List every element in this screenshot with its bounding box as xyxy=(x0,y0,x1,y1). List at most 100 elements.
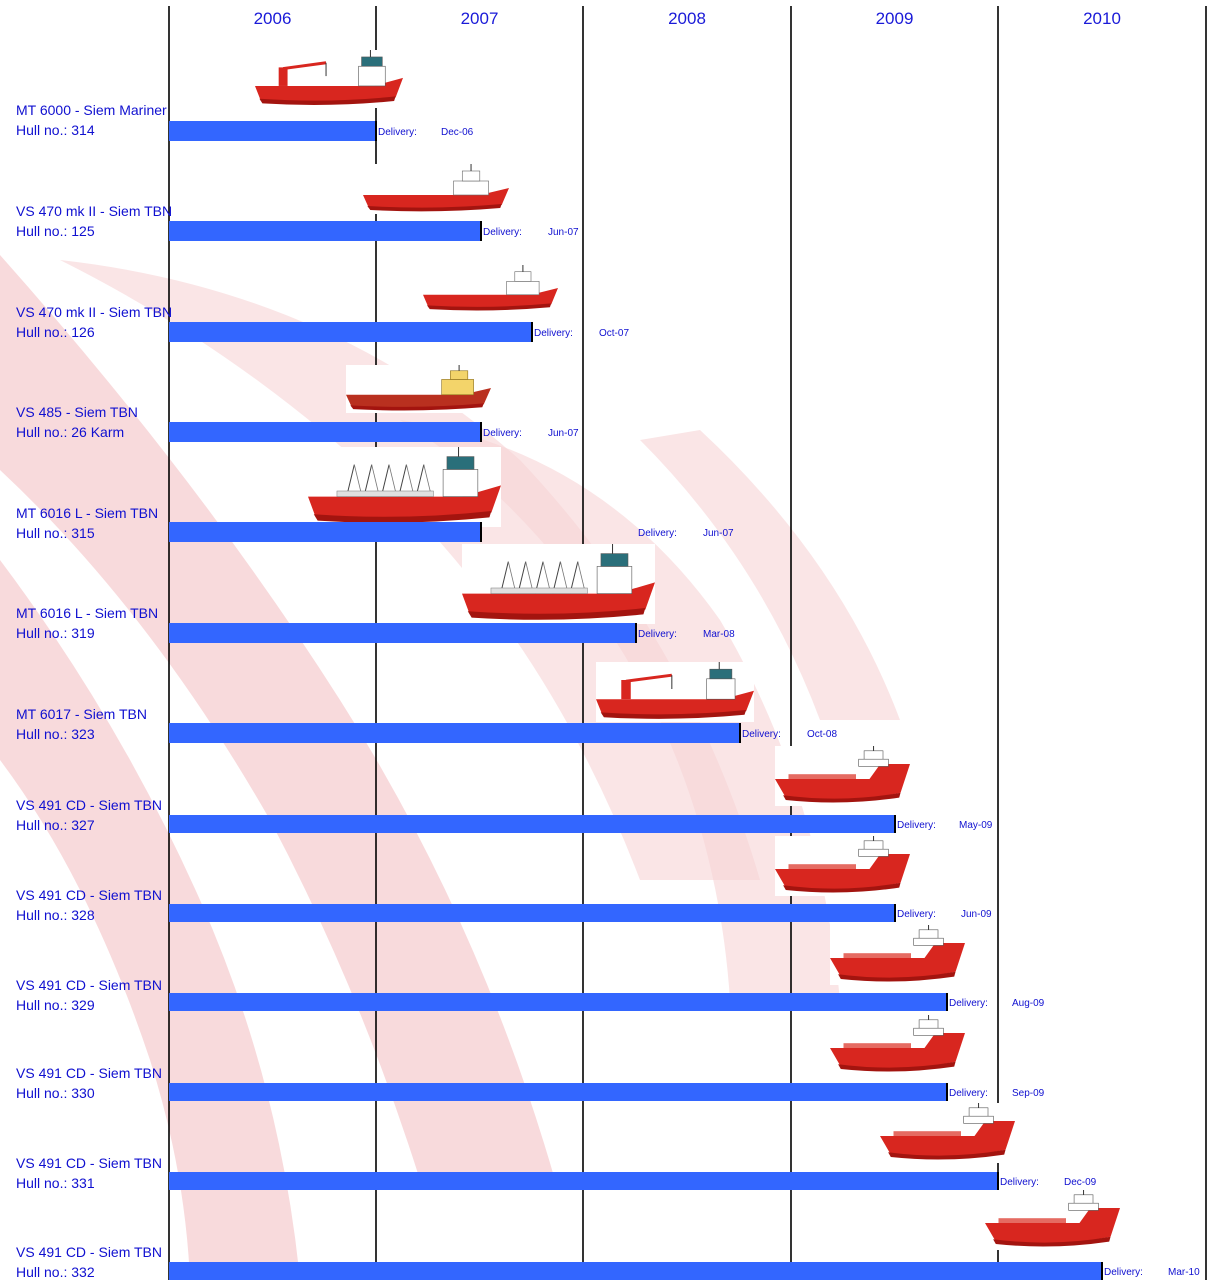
delivery-date: Dec-09 xyxy=(1064,1177,1097,1188)
ship-ahts-icon xyxy=(346,365,491,413)
ship-vs491-icon xyxy=(880,1103,1015,1163)
ship-crane-icon xyxy=(255,50,403,108)
ship-vs491-icon xyxy=(775,836,910,896)
vessel-row: MT 6016 L - Siem TBN Hull no.: 315 Deliver… xyxy=(16,447,734,542)
hull-number: Hull no.: 331 xyxy=(16,1175,95,1191)
hull-number: Hull no.: 329 xyxy=(16,997,95,1013)
year-label-2008: 2008 xyxy=(668,9,706,28)
hull-number: Hull no.: 125 xyxy=(16,223,95,239)
delivery-date: Jun-09 xyxy=(961,909,992,920)
year-label-2010: 2010 xyxy=(1083,9,1121,28)
vessel-row: VS 491 CD - Siem TBN Hull no.: 331 Deliver… xyxy=(16,1103,1097,1191)
delivery-bar xyxy=(169,993,947,1011)
delivery-label: Delivery: xyxy=(897,820,936,831)
ship-construction-icon xyxy=(462,544,655,624)
delivery-date: Dec-06 xyxy=(441,127,474,138)
ship-construction-icon xyxy=(308,447,501,527)
year-label-2006: 2006 xyxy=(254,9,292,28)
vessel-name: VS 491 CD - Siem TBN xyxy=(16,977,162,993)
vessel-row: MT 6000 - Siem Mariner Hull no.: 314 Deliv… xyxy=(16,50,474,141)
vessel-row: VS 485 - Siem TBN Hull no.: 26 Karm Delive… xyxy=(16,365,579,442)
watermark-swoosh xyxy=(400,420,840,1000)
delivery-bar xyxy=(169,723,740,743)
vessel-name: VS 470 mk II - Siem TBN xyxy=(16,304,172,320)
delivery-bar xyxy=(169,221,481,241)
vessel-row: MT 6017 - Siem TBN Hull no.: 323 Delivery:… xyxy=(16,662,837,743)
vessel-row: VS 491 CD - Siem TBN Hull no.: 327 Deliver… xyxy=(16,746,993,833)
hull-number: Hull no.: 314 xyxy=(16,122,95,138)
delivery-bar xyxy=(169,322,532,342)
delivery-bar xyxy=(169,121,376,141)
vessel-name: MT 6000 - Siem Mariner xyxy=(16,102,167,118)
delivery-date: Oct-08 xyxy=(807,729,837,740)
vessel-name: VS 491 CD - Siem TBN xyxy=(16,1244,162,1260)
hull-number: Hull no.: 327 xyxy=(16,817,95,833)
vessel-row: VS 491 CD - Siem TBN Hull no.: 329 Deliver… xyxy=(16,925,1045,1013)
delivery-date: Mar-08 xyxy=(703,629,735,640)
vessel-name: VS 491 CD - Siem TBN xyxy=(16,1065,162,1081)
year-label-2007: 2007 xyxy=(461,9,499,28)
delivery-date: Aug-09 xyxy=(1012,998,1045,1009)
ship-psv-icon xyxy=(363,164,509,214)
vessel-row: VS 470 mk II - Siem TBN Hull no.: 125 Deli… xyxy=(16,164,579,241)
delivery-bar xyxy=(169,1172,998,1190)
hull-number: Hull no.: 328 xyxy=(16,907,95,923)
ship-vs491-icon xyxy=(775,746,910,806)
ship-vs491-icon xyxy=(830,1015,965,1075)
delivery-date: Oct-07 xyxy=(599,328,629,339)
watermark-swoosh xyxy=(0,255,555,1180)
delivery-bar xyxy=(169,522,481,542)
delivery-date: Jun-07 xyxy=(548,428,579,439)
delivery-label: Delivery: xyxy=(483,227,522,238)
delivery-bar xyxy=(169,422,481,442)
vessel-row: VS 491 CD - Siem TBN Hull no.: 332 Deliver… xyxy=(16,1190,1200,1280)
delivery-label: Delivery: xyxy=(1104,1267,1143,1278)
delivery-label: Delivery: xyxy=(638,629,677,640)
ship-psv-icon xyxy=(423,265,558,313)
delivery-label: Delivery: xyxy=(1000,1177,1039,1188)
delivery-label: Delivery: xyxy=(897,909,936,920)
vessel-name: VS 470 mk II - Siem TBN xyxy=(16,203,172,219)
hull-number: Hull no.: 323 xyxy=(16,726,95,742)
delivery-date: Jun-07 xyxy=(548,227,579,238)
watermark-swoosh xyxy=(640,430,900,720)
hull-number: Hull no.: 26 Karm xyxy=(16,424,124,440)
delivery-label: Delivery: xyxy=(638,528,677,539)
vessel-name: VS 491 CD - Siem TBN xyxy=(16,887,162,903)
vessel-row: VS 470 mk II - Siem TBN Hull no.: 126 Deli… xyxy=(16,265,629,342)
vessel-name: MT 6017 - Siem TBN xyxy=(16,706,147,722)
vessel-name: VS 491 CD - Siem TBN xyxy=(16,1155,162,1171)
hull-number: Hull no.: 315 xyxy=(16,525,95,541)
hull-number: Hull no.: 330 xyxy=(16,1085,95,1101)
delivery-date: Mar-10 xyxy=(1168,1267,1200,1278)
delivery-label: Delivery: xyxy=(949,1088,988,1099)
vessel-name: VS 491 CD - Siem TBN xyxy=(16,797,162,813)
delivery-label: Delivery: xyxy=(949,998,988,1009)
delivery-date: Jun-07 xyxy=(703,528,734,539)
delivery-bar xyxy=(169,1083,947,1101)
delivery-bar xyxy=(169,815,895,833)
delivery-date: Sep-09 xyxy=(1012,1088,1045,1099)
vessel-row: MT 6016 L - Siem TBN Hull no.: 319 Deliver… xyxy=(16,544,735,643)
vessel-name: VS 485 - Siem TBN xyxy=(16,404,138,420)
delivery-label: Delivery: xyxy=(742,729,781,740)
hull-number: Hull no.: 319 xyxy=(16,625,95,641)
vessel-row: VS 491 CD - Siem TBN Hull no.: 328 Deliver… xyxy=(16,836,992,923)
ship-vs491-icon xyxy=(830,925,965,985)
year-label-2009: 2009 xyxy=(876,9,914,28)
vessel-row: VS 491 CD - Siem TBN Hull no.: 330 Deliver… xyxy=(16,1015,1045,1101)
delivery-bar xyxy=(169,1262,1102,1280)
delivery-label: Delivery: xyxy=(534,328,573,339)
hull-number: Hull no.: 332 xyxy=(16,1264,95,1280)
delivery-bar xyxy=(169,623,636,643)
vessel-name: MT 6016 L - Siem TBN xyxy=(16,605,158,621)
ship-crane-icon xyxy=(596,662,754,722)
hull-number: Hull no.: 126 xyxy=(16,324,95,340)
delivery-date: May-09 xyxy=(959,820,993,831)
delivery-label: Delivery: xyxy=(378,127,417,138)
vessel-name: MT 6016 L - Siem TBN xyxy=(16,505,158,521)
delivery-label: Delivery: xyxy=(483,428,522,439)
ship-vs491-icon xyxy=(985,1190,1120,1250)
